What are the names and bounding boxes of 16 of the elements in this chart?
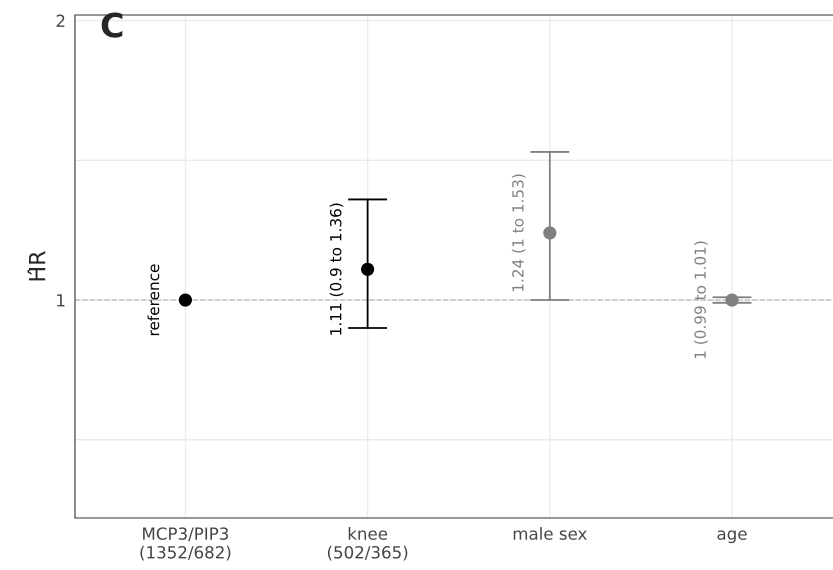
point [543,226,556,240]
y-tick-label: 2 [56,14,64,27]
x-tick-label: age [717,530,747,544]
x-tick-label: male sex [514,527,587,540]
y-tick-label: 1 [57,294,64,306]
point [361,262,374,276]
x-tick-label: MCP3/PIP3 (1352/682) [140,527,230,561]
point [178,293,192,307]
x-tick-label: knee (502/365) [328,527,408,561]
data-label: reference [147,264,160,336]
data-label: 1.11 (0.9 to 1.36) [330,204,344,335]
annotation: C [102,12,122,38]
data-label: 1.24 (1 to 1.53) [512,174,526,292]
y-axis-title: ĤR [27,251,46,280]
data-label: 1 (0.99 to 1.01) [694,242,708,358]
point [725,293,739,307]
